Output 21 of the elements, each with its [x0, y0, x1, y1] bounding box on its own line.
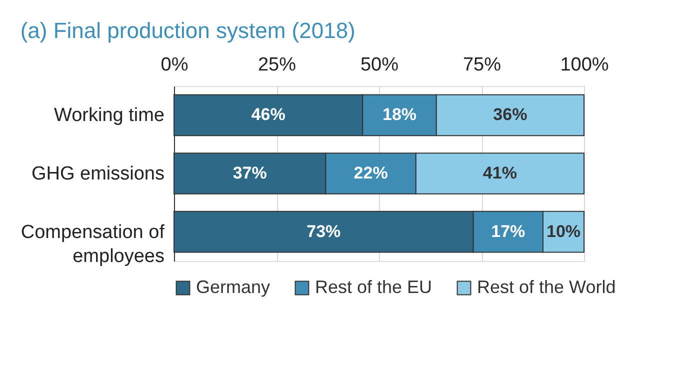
- data-label: 46%: [251, 105, 286, 124]
- x-tick-label: 25%: [258, 54, 296, 76]
- legend-label: Rest of the EU: [315, 277, 432, 297]
- x-tick-label: 0%: [160, 54, 188, 76]
- data-label: 10%: [546, 222, 581, 241]
- legend-label: Germany: [196, 277, 270, 297]
- data-label: 36%: [493, 105, 528, 124]
- data-label: 22%: [354, 164, 388, 182]
- data-label: 41%: [482, 164, 517, 182]
- chart-title: (a) Final production system (2018): [20, 18, 356, 43]
- x-tick-label: 75%: [462, 54, 502, 76]
- x-tick-label: 100%: [560, 54, 609, 76]
- data-label: 37%: [232, 164, 267, 182]
- y-tick-label: Working time: [54, 105, 164, 126]
- y-tick-label: Compensation of employees: [20, 222, 166, 267]
- legend-label: Rest of the World: [477, 277, 616, 297]
- data-label: 73%: [306, 222, 341, 241]
- x-tick-label: 50%: [360, 54, 399, 76]
- data-label: 18%: [382, 105, 417, 124]
- y-tick-label: GHG emissions: [31, 164, 164, 184]
- data-label: 17%: [491, 222, 526, 241]
